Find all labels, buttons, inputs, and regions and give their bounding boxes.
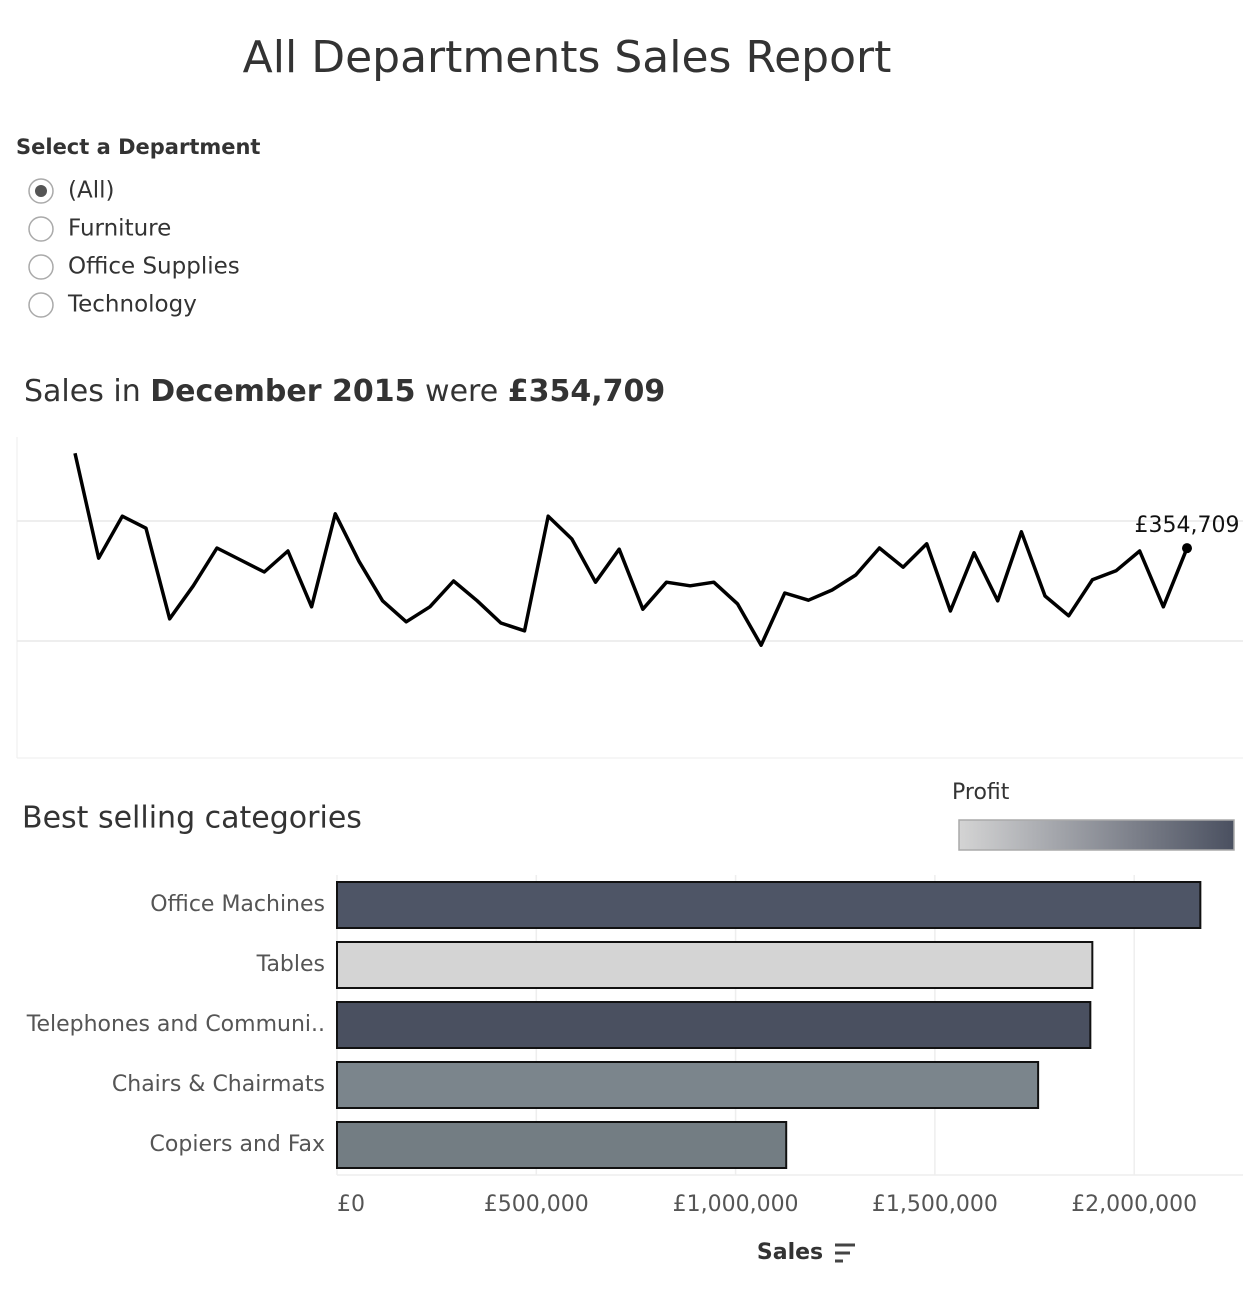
- y-tick-label: Telephones and Communi..: [26, 1012, 325, 1037]
- sales-line: [73, 452, 1189, 647]
- radio-option-label[interactable]: Technology: [67, 292, 197, 318]
- x-tick-label: £1,500,000: [872, 1192, 998, 1217]
- radio-button[interactable]: [28, 216, 54, 242]
- radio-button[interactable]: [28, 254, 54, 280]
- y-tick-label: Copiers and Fax: [150, 1132, 325, 1157]
- x-tick-label: £500,000: [484, 1192, 589, 1217]
- y-tick-label: Tables: [256, 952, 325, 977]
- filter-label: Select a Department: [16, 135, 260, 159]
- x-tick-label: £1,000,000: [673, 1192, 799, 1217]
- y-tick-label: Chairs & Chairmats: [112, 1072, 325, 1097]
- radio-option-label[interactable]: Furniture: [68, 216, 171, 242]
- sort-icon: [835, 1243, 855, 1263]
- radio-option-label[interactable]: Office Supplies: [68, 254, 240, 280]
- title-part: £354,709: [508, 374, 666, 409]
- chart-title: Best selling categories: [22, 801, 362, 836]
- bar: [336, 1121, 788, 1169]
- title-part: Sales in: [24, 374, 141, 409]
- title-part: December 2015: [150, 374, 415, 409]
- y-tick-label: Office Machines: [150, 892, 325, 917]
- bar: [336, 881, 1202, 929]
- x-tick-label: £2,000,000: [1071, 1192, 1197, 1217]
- legend-colorbar: [958, 819, 1235, 851]
- radio-selected-dot: [35, 185, 47, 197]
- point-label: £354,709: [1135, 513, 1240, 538]
- bar: [336, 1061, 1040, 1109]
- x-axis-title: Sales: [757, 1240, 823, 1265]
- point-marker: [1182, 543, 1192, 554]
- title-part: were: [425, 374, 498, 409]
- bar: [336, 1001, 1092, 1049]
- radio-button[interactable]: [28, 292, 54, 318]
- bar: [336, 941, 1094, 989]
- legend-title: Profit: [952, 780, 1010, 805]
- radio-option-label[interactable]: (All): [68, 178, 114, 204]
- chart-title: Sales in December 2015 were £354,709: [24, 374, 665, 409]
- page-title: All Departments Sales Report: [243, 32, 892, 83]
- x-tick-label: £0: [337, 1192, 365, 1217]
